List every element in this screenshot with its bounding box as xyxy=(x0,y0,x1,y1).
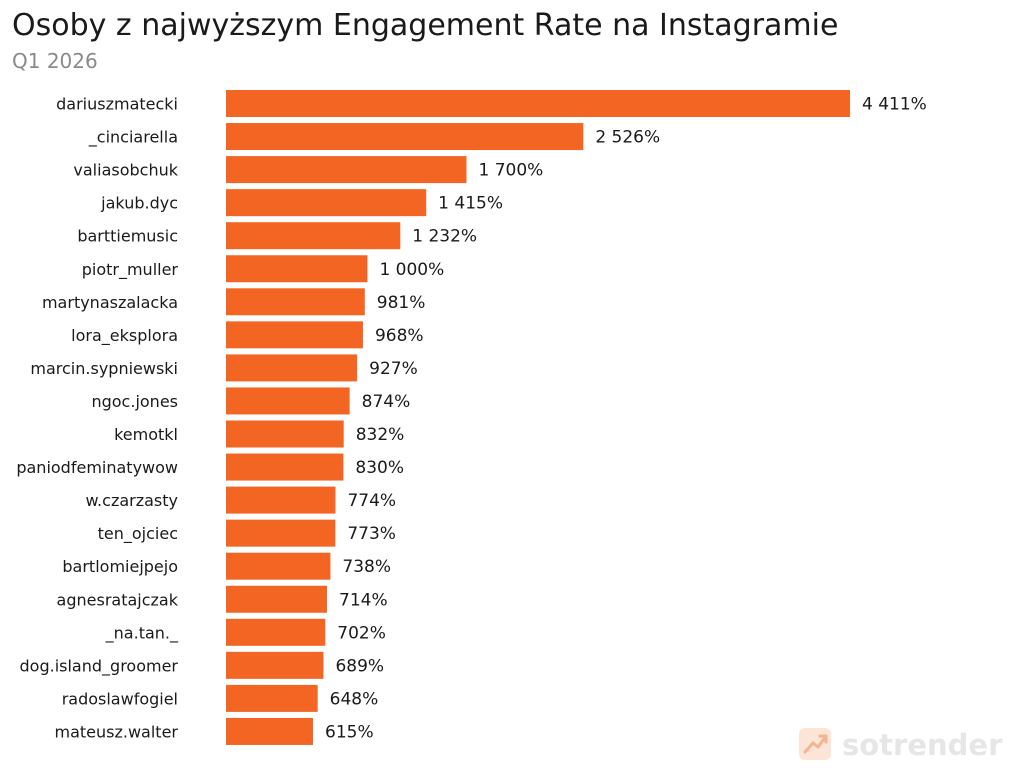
category-label: dog.island_groomer xyxy=(20,656,179,676)
category-label: jakub.dyc xyxy=(100,194,178,213)
trend-chart-icon xyxy=(799,728,831,760)
watermark: sotrender xyxy=(799,728,1003,762)
bar-marcin.sypniewski xyxy=(226,354,358,382)
value-label: 774% xyxy=(347,491,396,511)
bar-barttiemusic xyxy=(226,222,401,250)
chart-subtitle: Q1 2026 xyxy=(12,49,98,73)
category-labels: dariuszmatecki _cinciarella valiasobchuk ja… xyxy=(16,95,179,742)
value-labels: 4 411% 2 526% 1 700% 1 415% 1 232% 1 000% 981%… xyxy=(325,95,927,743)
brand-logo-text: sotrender xyxy=(842,728,1003,762)
value-label: 738% xyxy=(342,557,391,577)
bar-bartlomiejpejo xyxy=(226,552,331,580)
value-label: 648% xyxy=(330,689,379,709)
category-label: mateusz.walter xyxy=(55,722,179,741)
value-label: 832% xyxy=(356,425,405,445)
bar-paniodfeminatywow xyxy=(226,453,344,481)
value-label: 773% xyxy=(347,524,396,544)
category-label: _na.tan._ xyxy=(105,623,179,643)
bar-valiasobchuk xyxy=(226,156,467,184)
value-label: 830% xyxy=(355,458,404,478)
value-label: 702% xyxy=(337,623,386,643)
bar-ten_ojciec xyxy=(226,519,336,547)
category-label: _cinciarella xyxy=(88,128,178,148)
value-label: 1 415% xyxy=(438,194,503,214)
value-label: 689% xyxy=(335,656,384,676)
category-label: kemotkl xyxy=(114,425,178,444)
category-label: ten_ojciec xyxy=(98,524,178,544)
bar-radoslawfogiel xyxy=(226,684,318,712)
value-label: 1 700% xyxy=(478,161,543,181)
bar-w.czarzasty xyxy=(226,486,336,514)
bar-jakub.dyc xyxy=(226,189,427,217)
bar-mateusz.walter xyxy=(226,717,313,745)
value-label: 615% xyxy=(325,722,374,742)
bar-piotr_muller xyxy=(226,255,368,283)
value-label: 1 000% xyxy=(379,260,444,280)
category-label: barttiemusic xyxy=(77,227,178,246)
value-label: 1 232% xyxy=(412,227,477,247)
value-label: 714% xyxy=(339,590,388,610)
chart-title: Osoby z najwyższym Engagement Rate na In… xyxy=(12,8,838,43)
value-label: 968% xyxy=(375,326,424,346)
category-label: dariuszmatecki xyxy=(56,95,178,114)
bar-_cinciarella xyxy=(226,123,584,151)
category-label: valiasobchuk xyxy=(73,161,178,180)
bar-dariuszmatecki xyxy=(226,90,850,117)
category-label: w.czarzasty xyxy=(85,491,178,510)
value-label: 4 411% xyxy=(862,95,927,115)
value-label: 927% xyxy=(369,359,418,379)
bar-lora_eksplora xyxy=(226,321,363,349)
category-label: bartlomiejpejo xyxy=(62,557,178,576)
category-label: piotr_muller xyxy=(82,260,179,280)
bar-kemotkl xyxy=(226,420,344,448)
bar-_na.tan._ xyxy=(226,618,326,646)
bar-ngoc.jones xyxy=(226,387,350,415)
value-label: 981% xyxy=(377,293,426,313)
category-label: ngoc.jones xyxy=(91,392,178,411)
value-label: 2 526% xyxy=(595,128,660,148)
category-label: agnesratajczak xyxy=(57,590,179,609)
category-label: radoslawfogiel xyxy=(62,689,178,708)
category-label: martynaszalacka xyxy=(42,293,178,312)
bars-group xyxy=(226,90,850,745)
bar-martynaszalacka xyxy=(226,288,365,316)
value-label: 874% xyxy=(362,392,411,412)
category-label: marcin.sypniewski xyxy=(30,359,178,378)
bar-agnesratajczak xyxy=(226,585,328,613)
bar-dog.island_groomer xyxy=(226,651,324,679)
category-label: lora_eksplora xyxy=(71,326,178,346)
category-label: paniodfeminatywow xyxy=(16,458,178,477)
